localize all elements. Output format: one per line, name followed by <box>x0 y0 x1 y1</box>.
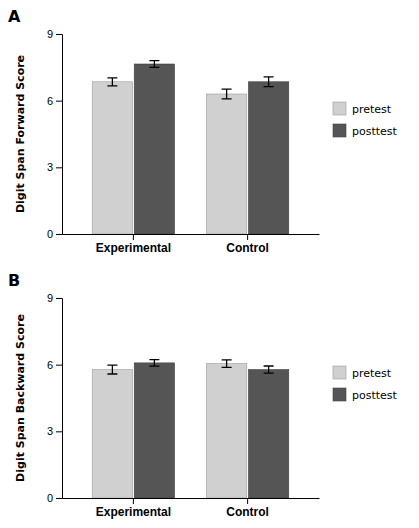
legend-swatch <box>333 124 346 137</box>
legend-swatch <box>333 102 346 115</box>
error-bar <box>149 61 159 68</box>
legend: pretest posttest <box>333 366 398 402</box>
legend-swatch <box>333 388 346 401</box>
x-tick: Control <box>226 234 269 255</box>
y-tick-label: 9 <box>47 292 53 304</box>
y-tick-label: 3 <box>47 425 53 437</box>
y-tick: 0 <box>47 228 62 240</box>
y-tick-mark <box>56 365 62 366</box>
y-tick-mark <box>56 498 62 499</box>
y-tick: 9 <box>47 28 62 40</box>
bar <box>206 94 246 234</box>
x-tick: Experimental <box>96 234 171 255</box>
legend-item: pretest <box>333 102 392 116</box>
panel: 0 3 6 9 Experimental Control Digit Span Backwa… <box>8 271 398 519</box>
chart-root: 0 3 6 9 Experimental Control Digit Span Forwar… <box>0 0 419 528</box>
y-axis: 0 3 6 9 <box>47 28 63 240</box>
error-bar <box>264 77 274 87</box>
legend-item: pretest <box>333 366 392 380</box>
y-tick-label: 9 <box>47 28 53 40</box>
series-1 <box>134 61 289 234</box>
x-tick-mark <box>247 498 248 504</box>
y-axis: 0 3 6 9 <box>47 292 63 504</box>
x-axis-line <box>63 498 320 499</box>
bar <box>248 82 288 234</box>
y-tick-label: 0 <box>47 228 53 240</box>
y-axis-title: Digit Span Backward Score <box>14 314 27 482</box>
series-1 <box>134 360 289 498</box>
y-tick-mark <box>56 101 62 102</box>
error-bar <box>264 366 274 373</box>
y-tick: 3 <box>47 425 62 437</box>
bar <box>92 82 132 234</box>
y-tick-mark <box>56 34 62 35</box>
x-tick-mark <box>247 234 248 240</box>
marks <box>92 360 289 498</box>
bar <box>248 370 288 498</box>
legend-label: pretest <box>352 103 392 116</box>
x-tick-mark <box>133 498 134 504</box>
error-bar <box>107 78 117 86</box>
legend-label: posttest <box>352 125 398 138</box>
x-tick-mark <box>133 234 134 240</box>
legend-swatch <box>333 366 346 379</box>
y-axis-line <box>56 299 63 499</box>
panel-title: B <box>8 271 20 290</box>
error-bar <box>222 89 232 99</box>
bar <box>134 64 174 234</box>
x-axis: Experimental Control <box>63 234 320 255</box>
error-bar <box>222 360 232 368</box>
x-axis-line <box>63 234 320 235</box>
legend-item: posttest <box>333 388 398 402</box>
y-tick-mark <box>56 167 62 168</box>
y-tick: 6 <box>47 95 62 107</box>
x-tick-label: Experimental <box>96 505 171 519</box>
x-tick: Control <box>226 498 269 519</box>
marks <box>92 61 289 234</box>
legend-item: posttest <box>333 124 398 138</box>
error-bar <box>149 360 159 367</box>
plot-area: 0 3 6 9 Experimental Control Digit Span Forwar… <box>14 28 398 255</box>
y-tick: 0 <box>47 492 62 504</box>
bar <box>206 364 246 498</box>
y-tick-mark <box>56 431 62 432</box>
y-tick: 9 <box>47 292 62 304</box>
y-tick-mark <box>56 298 62 299</box>
bar <box>134 363 174 498</box>
legend-label: pretest <box>352 367 392 380</box>
y-axis-title: Digit Span Forward Score <box>14 55 27 213</box>
bar <box>92 370 132 498</box>
legend-label: posttest <box>352 389 398 402</box>
plot-area: 0 3 6 9 Experimental Control Digit Span Backwa… <box>14 292 398 519</box>
series-0 <box>92 360 247 498</box>
error-bar <box>107 365 117 374</box>
panel-title: A <box>8 7 21 26</box>
x-tick-label: Control <box>226 505 269 519</box>
x-tick-label: Experimental <box>96 241 171 255</box>
y-tick-label: 0 <box>47 492 53 504</box>
y-tick-label: 3 <box>47 161 53 173</box>
y-tick-label: 6 <box>47 95 53 107</box>
panel: 0 3 6 9 Experimental Control Digit Span Forwar… <box>8 7 398 255</box>
legend: pretest posttest <box>333 102 398 138</box>
y-tick: 3 <box>47 161 62 173</box>
y-tick: 6 <box>47 359 62 371</box>
x-axis: Experimental Control <box>63 498 320 519</box>
y-tick-mark <box>56 234 62 235</box>
y-axis-line <box>56 35 63 235</box>
y-tick-label: 6 <box>47 359 53 371</box>
x-tick: Experimental <box>96 498 171 519</box>
x-tick-label: Control <box>226 241 269 255</box>
